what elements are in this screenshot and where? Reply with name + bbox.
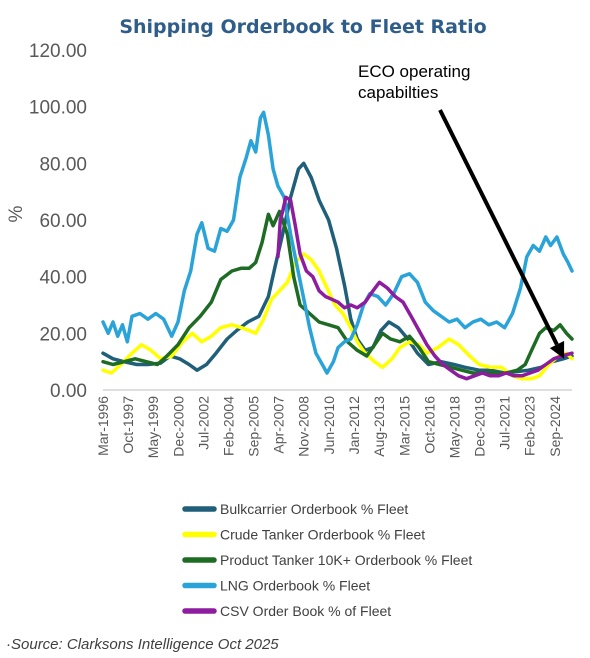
- x-tick-label: May-1999: [145, 396, 161, 458]
- x-tick-label: Nov-2008: [296, 396, 312, 457]
- series-line-4: [101, 110, 574, 375]
- legend-label: Product Tanker 10K+ Orderbook % Fleet: [220, 552, 472, 568]
- x-tick-label: Dec-2019: [472, 396, 488, 457]
- x-tick-label: Mar-1996: [95, 396, 111, 456]
- legend-label: Crude Tanker Orderbook % Fleet: [220, 527, 425, 543]
- annotation-arrowhead: [549, 340, 565, 359]
- series-line-2: [101, 252, 574, 381]
- x-tick-label: Sep-2005: [246, 396, 262, 457]
- x-tick-label: Aug-2013: [371, 396, 387, 457]
- x-tick-label: Jun-2010: [321, 396, 337, 455]
- source-note: ·Source: Clarksons Intelligence Oct 2025: [6, 636, 279, 653]
- chart-title: Shipping Orderbook to Fleet Ratio: [119, 16, 486, 38]
- y-tick-label: 0.00: [50, 381, 87, 402]
- x-tick-label: May-2018: [446, 396, 462, 458]
- legend-label: Bulkcarrier Orderbook % Fleet: [220, 501, 408, 517]
- x-axis: Mar-1996 Oct-1997 May-1999 Dec-2000 Jul-2002…: [95, 396, 563, 458]
- source-text: Source: Clarksons Intelligence Oct 2025: [11, 636, 279, 653]
- x-tick-label: Jan-2012: [346, 396, 362, 455]
- y-tick-label: 20.00: [39, 324, 87, 345]
- x-tick-label: Mar-2015: [396, 396, 412, 456]
- series-layer: [101, 110, 574, 381]
- annotation: ECO operating capabilties: [358, 62, 565, 359]
- x-tick-label: Oct-2016: [421, 396, 437, 454]
- y-tick-label: 100.00: [29, 98, 87, 119]
- series-line-1: [101, 161, 574, 375]
- x-tick-label: Jul-2002: [195, 396, 211, 450]
- y-axis: 0.00 20.00 40.00 60.00 80.00 100.00 120.00: [29, 41, 87, 402]
- x-tick-label: Apr-2007: [271, 396, 287, 454]
- legend: Bulkcarrier Orderbook % Fleet Crude Tanke…: [182, 501, 472, 619]
- x-tick-label: Sep-2024: [547, 396, 563, 457]
- y-tick-label: 80.00: [39, 154, 87, 175]
- y-tick-label: 60.00: [39, 211, 87, 232]
- y-axis-label: %: [6, 205, 27, 222]
- series-line-5: [276, 195, 574, 381]
- annotation-line-2: capabilties: [358, 83, 438, 102]
- series-line-3: [101, 209, 574, 375]
- annotation-line-1: ECO operating: [358, 62, 470, 81]
- x-tick-label: Jul-2021: [497, 396, 513, 450]
- y-tick-label: 120.00: [29, 41, 87, 62]
- legend-label: CSV Order Book % of Fleet: [220, 603, 391, 619]
- x-tick-label: Oct-1997: [120, 396, 136, 454]
- legend-label: LNG Orderbook % Fleet: [220, 578, 370, 594]
- source-marker: ·: [6, 636, 11, 653]
- annotation-arrow: [438, 109, 559, 346]
- x-tick-label: Feb-2023: [522, 396, 538, 456]
- x-tick-label: Feb-2004: [220, 396, 236, 456]
- x-tick-label: Dec-2000: [170, 396, 186, 457]
- y-tick-label: 40.00: [39, 268, 87, 289]
